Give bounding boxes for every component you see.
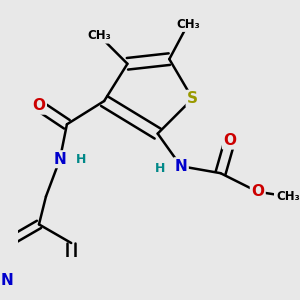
Text: H: H (155, 162, 165, 175)
Text: S: S (187, 91, 198, 106)
Text: N: N (53, 152, 66, 167)
Text: CH₃: CH₃ (276, 190, 300, 203)
Text: N: N (0, 273, 13, 288)
Text: O: O (223, 133, 236, 148)
Text: O: O (251, 184, 264, 199)
Text: O: O (32, 98, 46, 113)
Text: N: N (175, 159, 187, 174)
Text: CH₃: CH₃ (176, 18, 200, 31)
Text: H: H (76, 153, 86, 166)
Text: CH₃: CH₃ (88, 29, 111, 42)
